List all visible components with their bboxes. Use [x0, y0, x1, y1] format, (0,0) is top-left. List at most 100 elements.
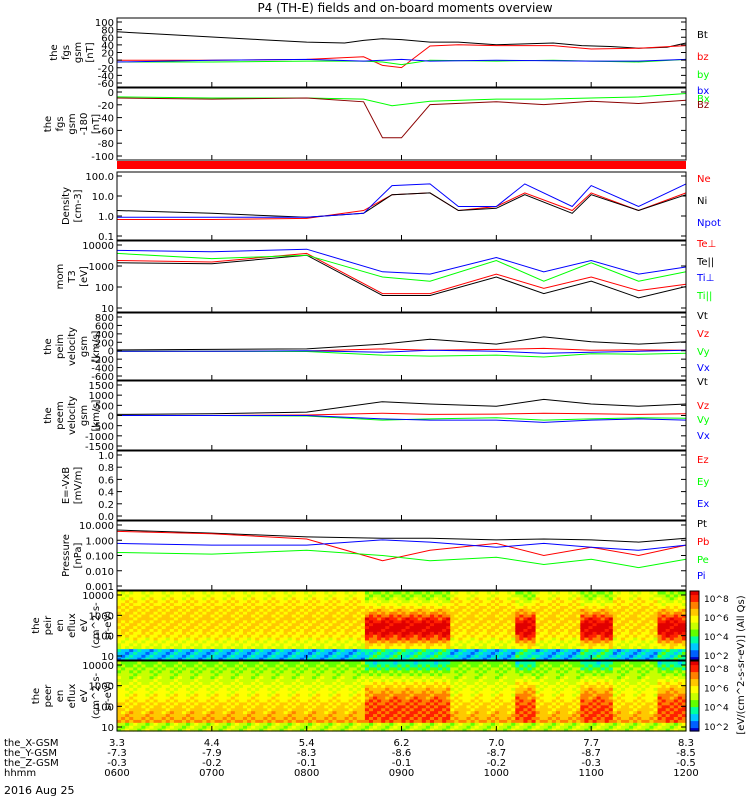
- heatmap-cell: [442, 625, 447, 629]
- heatmap-cell: [401, 611, 407, 615]
- heatmap-cell: [438, 619, 443, 624]
- heatmap-cell: [295, 687, 301, 691]
- heatmap-cell: [657, 619, 663, 624]
- heatmap-cell: [592, 637, 598, 641]
- heatmap-cell: [564, 651, 569, 655]
- heatmap-cell: [364, 608, 370, 612]
- heatmap-cell: [673, 657, 679, 661]
- heatmap-cell: [287, 728, 293, 732]
- heatmap-cell: [344, 657, 350, 661]
- heatmap-cell: [364, 634, 370, 638]
- heatmap-cell: [263, 605, 268, 609]
- heatmap-cell: [226, 669, 232, 674]
- heatmap-cell: [202, 687, 208, 691]
- heatmap-cell: [169, 654, 175, 658]
- colorbar-step: [690, 609, 699, 613]
- heatmap-cell: [486, 645, 492, 650]
- heatmap-cell: [295, 719, 301, 723]
- heatmap-cell: [316, 611, 321, 615]
- heatmap-cell: [568, 628, 573, 632]
- heatmap-cell: [222, 596, 228, 601]
- heatmap-cell: [494, 611, 500, 615]
- heatmap-cell: [519, 599, 525, 604]
- heatmap-cell: [259, 707, 264, 712]
- heatmap-cell: [551, 616, 557, 621]
- heatmap-cell: [279, 678, 285, 683]
- heatmap-cell: [145, 657, 151, 661]
- heatmap-cell: [356, 616, 362, 621]
- heatmap-cell: [320, 639, 325, 644]
- heatmap-cell: [157, 666, 163, 671]
- heatmap-cell: [661, 591, 667, 595]
- heatmap-cell: [486, 608, 492, 612]
- heatmap-cell: [299, 611, 305, 615]
- heatmap-cell: [543, 593, 549, 598]
- heatmap-cell: [539, 639, 545, 644]
- heatmap-cell: [177, 611, 183, 615]
- heatmap-cell: [592, 651, 598, 655]
- heatmap-cell: [490, 599, 496, 604]
- heatmap-cell: [186, 611, 191, 615]
- heatmap-cell: [255, 616, 260, 621]
- heatmap-cell: [348, 634, 354, 638]
- heatmap-cell: [218, 713, 224, 718]
- heatmap-cell: [125, 704, 130, 709]
- heatmap-cell: [612, 616, 618, 621]
- heatmap-cell: [121, 661, 126, 665]
- heatmap-cell: [677, 605, 683, 609]
- heatmap-cell: [425, 628, 431, 632]
- heatmap-cell: [198, 719, 203, 723]
- heatmap-cell: [629, 642, 634, 647]
- heatmap-cell: [352, 651, 358, 655]
- heatmap-cell: [242, 628, 248, 632]
- heatmap-cell: [222, 701, 228, 706]
- heatmap-cell: [653, 619, 659, 624]
- heatmap-cell: [551, 651, 557, 655]
- heatmap-cell: [531, 648, 537, 652]
- heatmap-cell: [356, 611, 362, 615]
- heatmap-cell: [499, 642, 504, 647]
- heatmap-cell: [344, 645, 350, 650]
- heatmap-cell: [421, 628, 427, 632]
- heatmap-cell: [226, 596, 232, 601]
- heatmap-cell: [186, 619, 191, 624]
- heatmap-cell: [486, 591, 492, 595]
- heatmap-cell: [316, 628, 321, 632]
- heatmap-cell: [576, 645, 581, 650]
- heatmap-cell: [503, 639, 508, 644]
- heatmap-cell: [259, 602, 264, 606]
- heatmap-cell: [137, 631, 142, 635]
- heatmap-cell: [259, 710, 264, 715]
- heatmap-cell: [677, 619, 683, 624]
- heatmap-cell: [222, 728, 228, 732]
- heatmap-cell: [616, 645, 622, 650]
- heatmap-cell: [287, 693, 293, 697]
- heatmap-cell: [551, 639, 557, 644]
- heatmap-cell: [182, 719, 187, 723]
- y-tick-label: 1000: [89, 391, 114, 402]
- heatmap-cell: [377, 651, 382, 655]
- heatmap-cell: [507, 651, 512, 655]
- heatmap-cell: [429, 611, 435, 615]
- heatmap-cell: [267, 719, 273, 723]
- heatmap-cell: [653, 605, 659, 609]
- heatmap-cell: [145, 716, 151, 720]
- heatmap-cell: [576, 657, 581, 661]
- heatmap-cell: [511, 648, 516, 652]
- heatmap-cell: [308, 687, 313, 691]
- heatmap-cell: [226, 608, 232, 612]
- heatmap-cell: [283, 728, 289, 732]
- heatmap-cell: [206, 693, 212, 697]
- heatmap-cell: [421, 631, 427, 635]
- heatmap-cell: [242, 710, 248, 715]
- y-tick-label: -40: [98, 71, 114, 82]
- heatmap-cell: [247, 602, 252, 606]
- y-axis-label-line: peem: [55, 401, 66, 429]
- heatmap-cell: [405, 651, 411, 655]
- heatmap-cell: [186, 651, 191, 655]
- heatmap-cell: [129, 599, 134, 604]
- heatmap-cell: [515, 642, 520, 647]
- heatmap-cell: [206, 704, 212, 709]
- heatmap-cell: [279, 719, 285, 723]
- heatmap-cell: [198, 728, 203, 732]
